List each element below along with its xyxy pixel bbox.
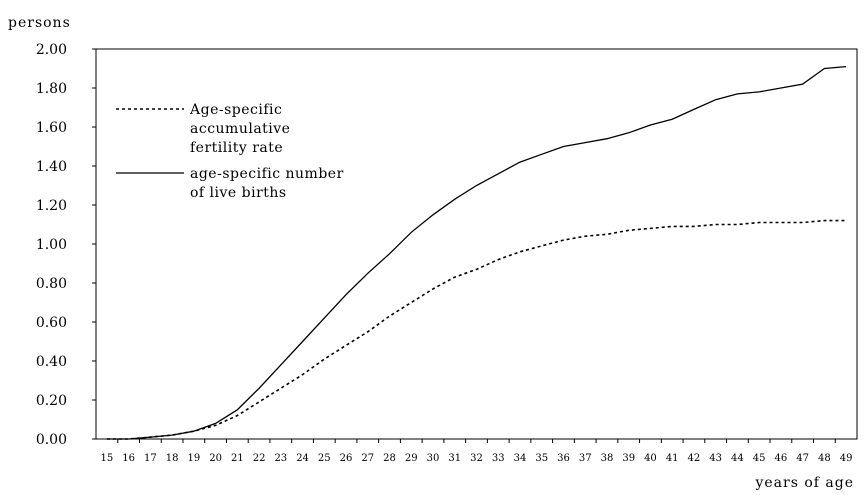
x-tick-label: 25 [318,453,331,464]
y-tick-label: 0.80 [36,276,67,292]
x-tick-label: 48 [818,453,831,464]
x-axis-ticks: 15 16 17 18 19 20 21 22 23 24 25 26 27 28 29 30 31 32 33 34… [101,439,853,464]
x-tick-label: 38 [601,453,614,464]
series-line-accumulative-fertility-rate [106,219,847,440]
y-tick-label: 1.00 [36,237,67,253]
x-tick-label: 41 [666,453,679,464]
x-tick-label: 42 [688,453,701,464]
x-tick-label: 24 [296,453,309,464]
x-tick-label: 32 [470,453,483,464]
legend-label: fertility rate [190,140,283,156]
x-tick-label: 34 [514,453,527,464]
legend-label: of live births [190,185,287,201]
x-tick-label: 47 [796,453,809,464]
x-tick-label: 21 [231,453,244,464]
x-tick-label: 39 [622,453,635,464]
x-tick-label: 31 [448,453,461,464]
y-tick-label: 1.80 [36,81,67,97]
x-tick-label: 26 [340,453,353,464]
x-tick-label: 43 [709,453,722,464]
legend: Age-specific accumulative fertility rate ag… [116,102,344,201]
x-tick-label: 30 [427,453,440,464]
x-tick-label: 28 [383,453,396,464]
legend-label: age-specific number [190,166,344,182]
y-tick-label: 1.60 [36,120,67,136]
y-tick-label: 1.20 [36,198,67,214]
x-tick-label: 17 [144,453,157,464]
x-tick-label: 18 [166,453,179,464]
x-tick-label: 19 [187,453,200,464]
y-tick-label: 2.00 [36,42,67,58]
x-tick-label: 46 [775,453,788,464]
x-axis-label: years of age [754,475,854,491]
y-axis-label: persons [8,15,71,31]
x-tick-label: 49 [840,453,853,464]
x-tick-label: 16 [122,453,135,464]
x-tick-label: 23 [274,453,287,464]
x-tick-label: 36 [557,453,570,464]
legend-label: accumulative [190,121,290,137]
x-tick-label: 40 [644,453,657,464]
x-tick-label: 35 [535,453,548,464]
y-tick-label: 0.40 [36,354,67,370]
x-tick-label: 20 [209,453,222,464]
y-tick-label: 0.00 [36,432,67,448]
x-tick-label: 37 [579,453,592,464]
x-tick-label: 15 [101,453,114,464]
series-layer [106,65,847,440]
x-tick-label: 27 [361,453,374,464]
y-axis-ticks: 0.00 0.20 0.40 0.60 0.80 1.00 1.20 1.40 1.60 1.80… [36,42,96,448]
y-tick-label: 1.40 [36,159,67,175]
plot-area-frame [95,48,858,440]
x-tick-label: 33 [492,453,505,464]
legend-label: Age-specific [189,102,282,118]
y-tick-label: 0.20 [36,393,67,409]
series-line-live-births [106,65,847,440]
x-tick-label: 22 [253,453,266,464]
x-tick-label: 44 [731,453,744,464]
y-tick-label: 0.60 [36,315,67,331]
x-tick-label: 29 [405,453,418,464]
x-tick-label: 45 [753,453,766,464]
